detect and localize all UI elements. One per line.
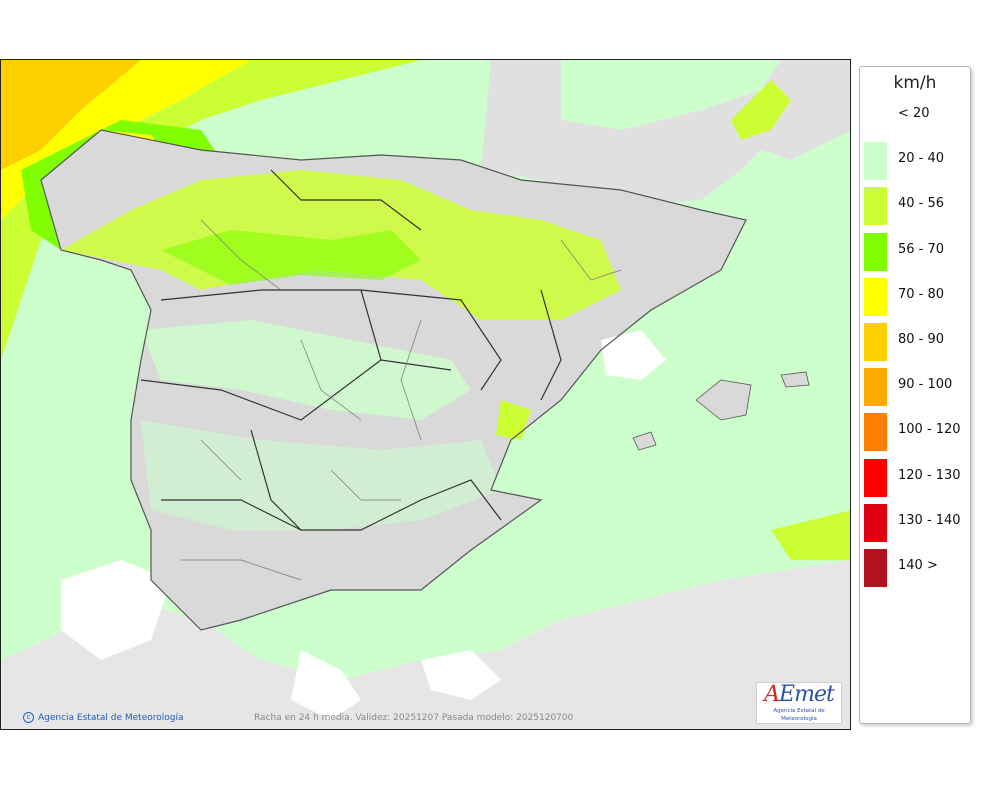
france-green-patch [561,60,781,130]
legend-swatch [864,97,887,135]
legend-label: 80 - 90 [898,332,945,347]
legend-label: 120 - 130 [898,467,961,483]
wind-speed-legend: km/h < 20 20 - 40 40 - 56 56 - 70 70 - 80 80 … [859,66,971,724]
map-caption: Racha en 24 h media. Validez: 20251207 P… [254,713,574,723]
east-med-yellowgreen [771,510,850,560]
region-boundaries [140,169,562,531]
legend-item: 120 - 130 [864,456,968,497]
north-band-56-70 [161,230,421,285]
legend-item: 90 - 100 [864,365,968,407]
legend-swatch [864,323,887,361]
legend-item: 130 - 140 [864,501,968,542]
mallorca-island [695,379,752,421]
legend-swatch [864,503,887,542]
atlantic-band-70-80 [1,60,251,220]
gibraltar-calm-area [61,560,171,660]
aemet-logo: AEmet Agencia Estatal de Meteorología [756,682,842,724]
legend-swatch [864,187,887,226]
legend-label: 40 - 56 [898,196,945,212]
legend-swatch [864,413,887,452]
legend-title: km/h [893,73,937,93]
aemet-logo-subtitle: Agencia Estatal de Meteorología [773,708,825,722]
legend-item: 56 - 70 [864,230,968,271]
legend-item: 70 - 80 [864,275,968,316]
legend-item: 100 - 120 [864,410,968,452]
legend-swatch [864,232,887,271]
legend-label: < 20 [898,106,930,121]
map-canvas [1,60,850,729]
south-calm-area [421,650,501,700]
legend-label: 90 - 100 [898,377,953,393]
legend-item: 40 - 56 [864,184,968,226]
legend-swatch [864,277,887,316]
legend-label: 130 - 140 [898,512,961,528]
agency-credit-text: Agencia Estatal de Meteorología [38,713,184,723]
legend-item: 80 - 90 [864,320,968,361]
legend-swatch [864,549,887,587]
center-band-20-40 [141,420,501,530]
aemet-logo-word: AEmet [764,682,835,707]
legend-swatch [864,368,887,407]
legend-item: < 20 [864,94,968,135]
alboran-calm-area [291,650,361,720]
legend-swatch [864,458,887,497]
legend-swatch [864,142,887,181]
menorca-island [780,371,810,388]
legend-label: 70 - 80 [898,286,945,302]
legend-item: 20 - 40 [864,139,968,181]
legend-label: 56 - 70 [898,241,945,257]
wind-gust-map: c Agencia Estatal de Meteorología Racha e… [0,59,851,730]
atlantic-band-80-90 [1,60,141,170]
meseta-band-20-40 [141,320,471,420]
legend-item: 140 > [864,546,968,587]
copyright-icon: c [23,712,34,723]
balearic-sea-calm [601,330,666,380]
ibiza-island [632,431,657,451]
province-boundaries [181,219,622,581]
alps-yellowgreen-patch [731,80,791,140]
legend-label: 140 > [898,558,938,573]
legend-label: 100 - 120 [898,422,961,438]
agency-credit: c Agencia Estatal de Meteorología [23,712,184,723]
valencia-band-40-56 [496,400,531,440]
legend-label: 20 - 40 [898,151,945,167]
north-africa-land [1,560,850,729]
coastline [40,129,747,631]
